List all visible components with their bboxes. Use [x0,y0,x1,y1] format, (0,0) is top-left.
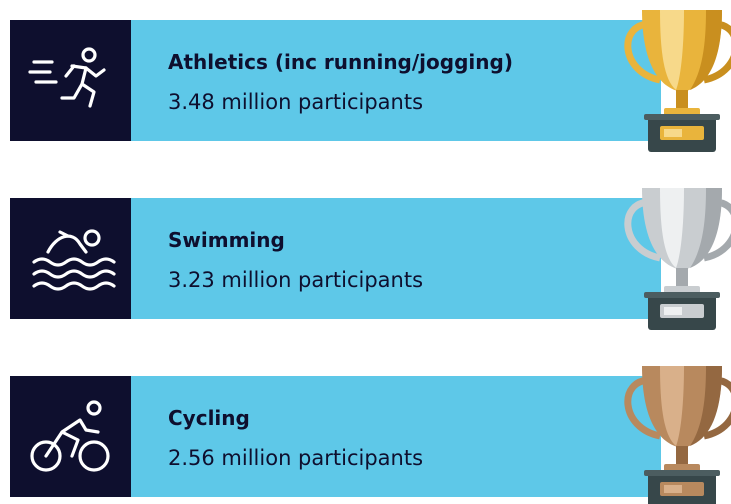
sport-name: Athletics (inc running/jogging) [168,50,513,74]
band [131,198,661,319]
sport-name: Swimming [168,228,285,252]
base-top [644,470,720,476]
sport-name: Cycling [168,406,250,430]
band [131,20,661,141]
row: Athletics (inc running/jogging) 3.48 mil… [10,20,661,141]
icon-box [10,20,131,141]
plaque-shine [664,129,682,137]
sports-ranking: Athletics (inc running/jogging) 3.48 mil… [0,0,731,504]
band [131,376,661,497]
plaque-shine [664,307,682,315]
plaque-shine [664,485,682,493]
participants: 3.48 million participants [168,90,423,114]
base-top [644,114,720,120]
participants: 2.56 million participants [168,446,423,470]
row: Cycling 2.56 million participants [10,376,661,497]
participants: 3.23 million participants [168,268,423,292]
row: Swimming 3.23 million participants [10,198,661,319]
base-top [644,292,720,298]
